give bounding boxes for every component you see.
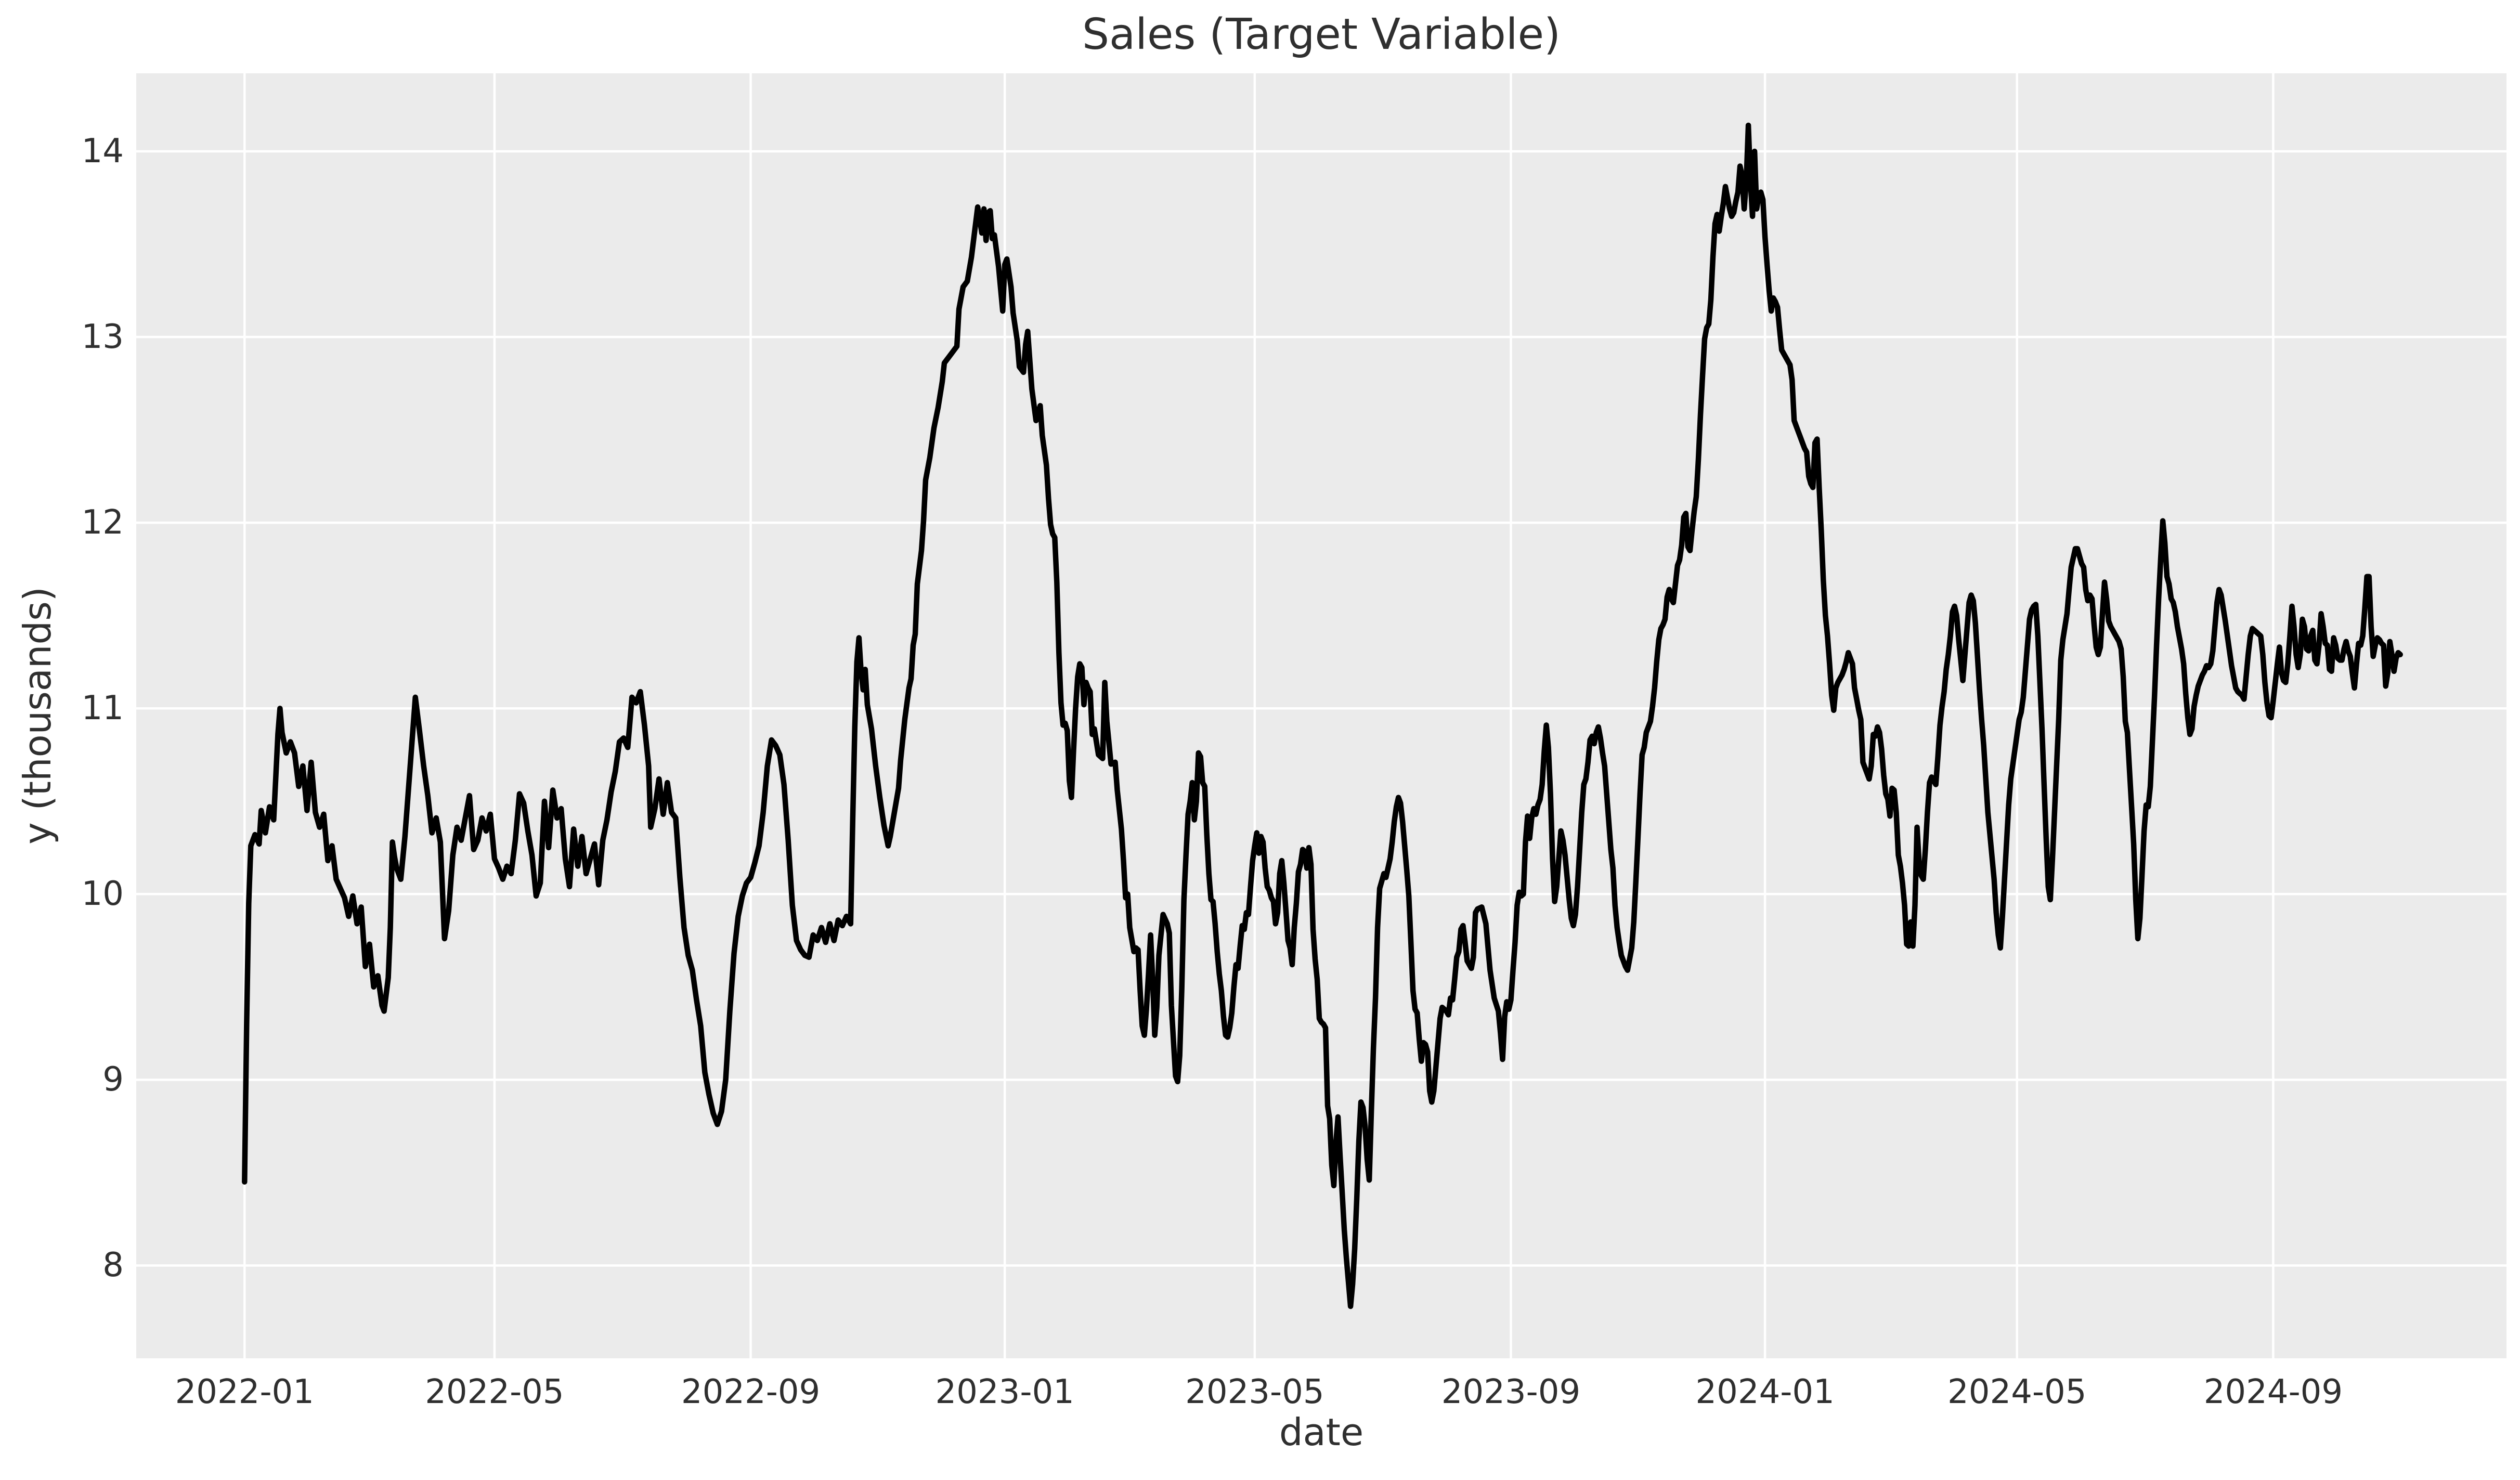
x-tick-label: 2023-01 [935, 1373, 1074, 1411]
x-axis-label: date [1279, 1410, 1364, 1454]
x-tick-label: 2023-09 [1441, 1373, 1581, 1411]
grid-lines [136, 73, 2506, 1358]
y-tick-label: 10 [81, 875, 124, 914]
x-tick-label: 2023-05 [1185, 1373, 1324, 1411]
y-tick-label: 9 [102, 1060, 124, 1099]
x-tick-label: 2022-05 [425, 1373, 564, 1411]
y-tick-label: 12 [81, 503, 124, 542]
y-tick-label: 14 [81, 132, 124, 171]
plot-area [136, 73, 2506, 1358]
y-tick-label: 11 [81, 689, 124, 728]
x-tick-label: 2022-01 [175, 1373, 314, 1411]
series-line-sales [242, 122, 2403, 1309]
x-tick-label: 2024-01 [1695, 1373, 1835, 1411]
chart-title: Sales (Target Variable) [1082, 10, 1561, 59]
y-tick-label: 8 [102, 1246, 124, 1285]
y-tick-label: 13 [81, 318, 124, 357]
x-tick-label: 2024-09 [2203, 1373, 2343, 1411]
x-tick-label: 2024-05 [1947, 1373, 2087, 1411]
x-tick-label: 2022-09 [681, 1373, 821, 1411]
